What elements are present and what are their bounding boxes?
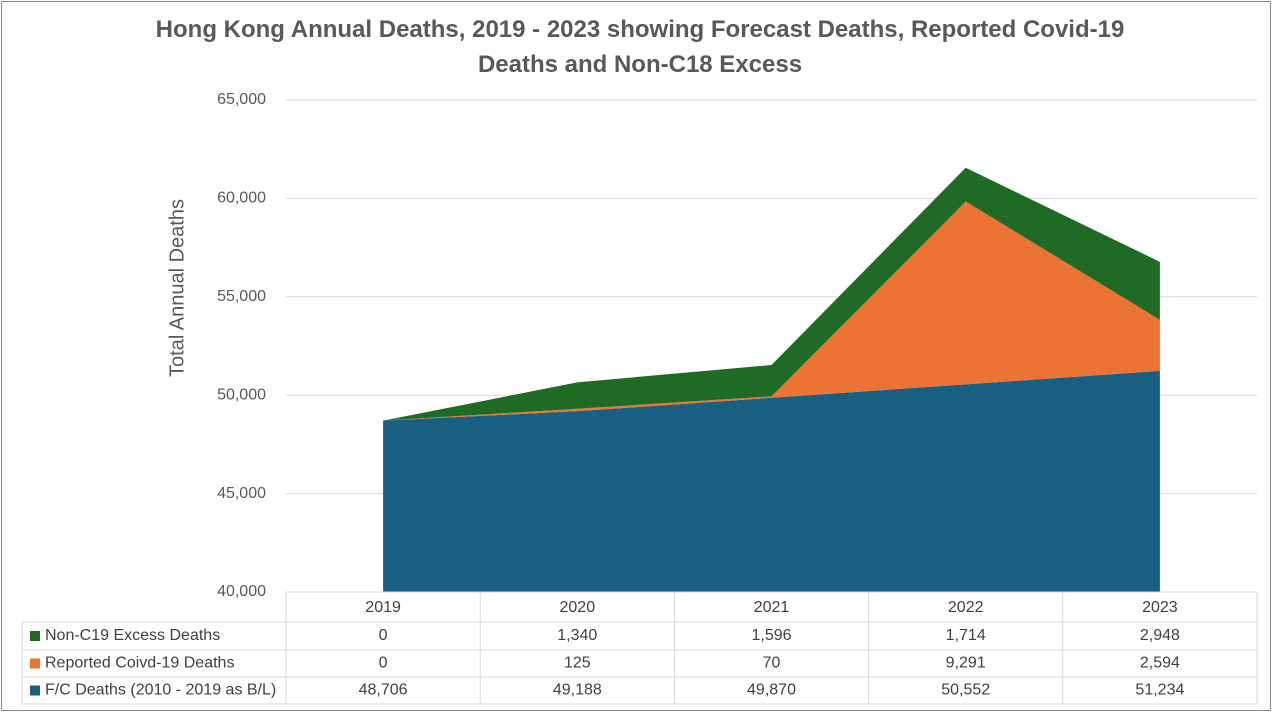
chart-title: Hong Kong Annual Deaths, 2019 - 2023 sho… — [155, 16, 1125, 78]
legend-key — [30, 658, 40, 669]
table-value: 125 — [564, 655, 591, 672]
x-tick-label: 2020 — [560, 599, 596, 616]
table-value: 1,714 — [946, 627, 986, 644]
table-value: 51,234 — [1135, 682, 1184, 699]
y-tick-label: 60,000 — [217, 190, 266, 207]
table-value: 1,340 — [557, 627, 597, 644]
x-tick-label: 2021 — [754, 599, 790, 616]
x-tick-label: 2023 — [1142, 599, 1178, 616]
area — [383, 201, 1160, 421]
table-value: 9,291 — [946, 655, 986, 672]
legend-label: F/C Deaths (2010 - 2019 as B/L) — [45, 682, 276, 699]
x-tick-label: 2019 — [365, 599, 401, 616]
table-value: 1,596 — [751, 627, 791, 644]
table-value: 2,594 — [1140, 655, 1180, 672]
table-value: 49,188 — [553, 682, 602, 699]
legend-key — [30, 631, 40, 641]
area — [383, 167, 1160, 421]
y-tick-label: 40,000 — [217, 583, 266, 600]
table-value: 2,948 — [1140, 627, 1180, 644]
legend-label: Non-C19 Excess Deaths — [45, 627, 220, 644]
area — [383, 370, 1160, 592]
table-value: 50,552 — [941, 682, 990, 699]
y-axis-label: Total Annual Deaths — [166, 199, 188, 377]
frame — [1, 1, 1271, 711]
table-value: 70 — [763, 655, 781, 672]
legend-label: Reported Coivd-19 Deaths — [45, 655, 234, 672]
table-value: 49,870 — [747, 682, 796, 699]
table-value: 0 — [379, 655, 388, 672]
legend-key — [30, 685, 40, 696]
x-tick-label: 2022 — [948, 599, 984, 616]
table-value: 0 — [379, 627, 388, 644]
y-tick-label: 45,000 — [217, 485, 266, 502]
y-tick-label: 50,000 — [217, 386, 266, 403]
y-tick-label: 55,000 — [217, 288, 266, 305]
y-tick-label: 65,000 — [217, 91, 266, 108]
table-value: 48,706 — [359, 682, 408, 699]
